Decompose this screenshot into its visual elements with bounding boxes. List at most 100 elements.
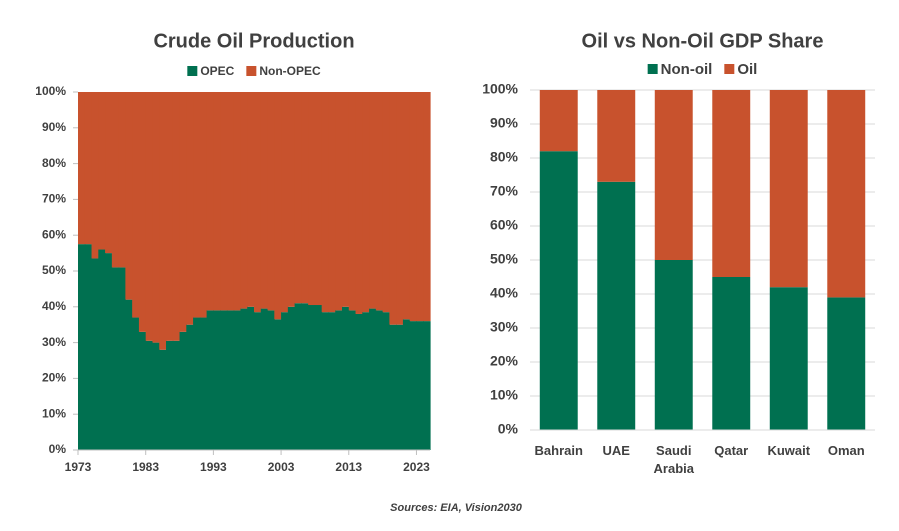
x-tick-label: Saudi Arabia	[653, 443, 694, 476]
y-tick-label: 90%	[490, 115, 519, 131]
area-column	[84, 244, 93, 450]
area-column	[105, 253, 113, 450]
area-column	[423, 92, 431, 322]
area-column	[375, 310, 384, 450]
legend: Non-oil Oil	[647, 61, 757, 78]
bar-segment	[712, 277, 751, 430]
area-column	[166, 92, 174, 341]
y-tick-label: 30%	[490, 319, 519, 335]
bar-segment	[597, 90, 636, 182]
area-column	[233, 92, 242, 311]
x-tick-label-box: Saudi Arabia	[653, 443, 694, 476]
area-column	[301, 303, 309, 450]
area-column	[314, 92, 323, 306]
area-column	[91, 92, 99, 259]
y-tick-label: 50%	[490, 251, 519, 267]
x-tick-label: 1993	[200, 460, 227, 474]
x-tick-label-box: UAE	[603, 443, 630, 458]
x-tick-label: 2013	[335, 460, 362, 474]
area-column	[274, 92, 282, 320]
area-column	[125, 92, 133, 300]
legend-swatch	[724, 64, 735, 74]
area-column	[348, 92, 357, 311]
area-column	[193, 92, 201, 318]
y-tick-label: 40%	[42, 299, 66, 313]
x-tick-label: 2023	[403, 460, 430, 474]
x-tick-label-box: Bahrain	[534, 443, 583, 458]
area-column	[389, 92, 397, 325]
area-column	[382, 92, 390, 313]
area-column	[152, 342, 160, 450]
area-column	[84, 92, 93, 245]
area-column	[111, 267, 120, 450]
y-tick-label: 30%	[42, 335, 66, 349]
area-column	[213, 92, 221, 311]
area-column	[369, 92, 377, 309]
y-tick-label: 90%	[42, 120, 66, 134]
source-note: Sources: EIA, Vision2030	[390, 502, 523, 514]
bar-segment	[712, 90, 751, 277]
legend-label: Non-oil	[661, 61, 713, 78]
area-column	[105, 92, 113, 254]
bar-segment	[827, 297, 866, 430]
area-column	[355, 92, 363, 314]
bar-segment	[827, 90, 866, 298]
area-column	[226, 310, 235, 450]
area-column	[213, 310, 221, 450]
area-column	[396, 92, 404, 325]
y-tick-label: 10%	[42, 406, 66, 420]
y-tick-label: 20%	[490, 353, 519, 369]
area-column	[369, 308, 377, 450]
area-column	[314, 305, 323, 450]
area-column	[294, 92, 302, 304]
area-column	[206, 310, 214, 450]
area-column	[281, 92, 289, 313]
area-column	[179, 92, 187, 332]
x-tick-label: Kuwait	[767, 443, 811, 458]
area-column	[172, 340, 181, 450]
area-column	[402, 319, 411, 450]
area-column	[260, 92, 269, 309]
area-column	[321, 312, 330, 450]
area-column	[402, 92, 411, 320]
area-column	[396, 324, 404, 450]
bar-segment	[769, 90, 808, 288]
area-column	[172, 92, 181, 341]
area-column	[362, 92, 370, 313]
area-column	[98, 92, 106, 250]
legend-swatch	[246, 66, 257, 76]
y-tick-label: 60%	[490, 217, 519, 233]
area-column	[78, 244, 86, 450]
x-tick-label-box: Kuwait	[767, 443, 811, 458]
area-column	[145, 340, 154, 450]
area-column	[416, 321, 424, 450]
x-tick-label-box: Oman	[828, 443, 865, 458]
area-column	[267, 310, 275, 450]
y-tick-label: 0%	[498, 421, 519, 437]
area-column	[193, 317, 201, 450]
x-tick-label: 1983	[132, 460, 159, 474]
area-column	[220, 92, 228, 311]
bar-segment	[654, 260, 693, 430]
legend-label: OPEC	[200, 64, 234, 78]
area-column	[375, 92, 384, 311]
bar-segment	[539, 151, 578, 430]
area-column	[226, 92, 235, 311]
area-column	[423, 321, 431, 450]
legend-swatch	[647, 64, 658, 74]
x-tick-label: Bahrain	[534, 443, 583, 458]
y-tick-label: 70%	[42, 192, 66, 206]
legend-label: Non-OPEC	[259, 64, 321, 78]
area-column	[254, 92, 262, 313]
area-column	[118, 267, 126, 450]
area-column	[328, 312, 336, 450]
area-column	[98, 249, 106, 450]
area-column	[254, 312, 262, 450]
area-column	[355, 313, 363, 450]
area-column	[274, 319, 282, 450]
y-tick-label: 40%	[490, 285, 519, 301]
area-column	[159, 349, 167, 450]
area-column	[308, 92, 316, 306]
area-column	[389, 324, 397, 450]
